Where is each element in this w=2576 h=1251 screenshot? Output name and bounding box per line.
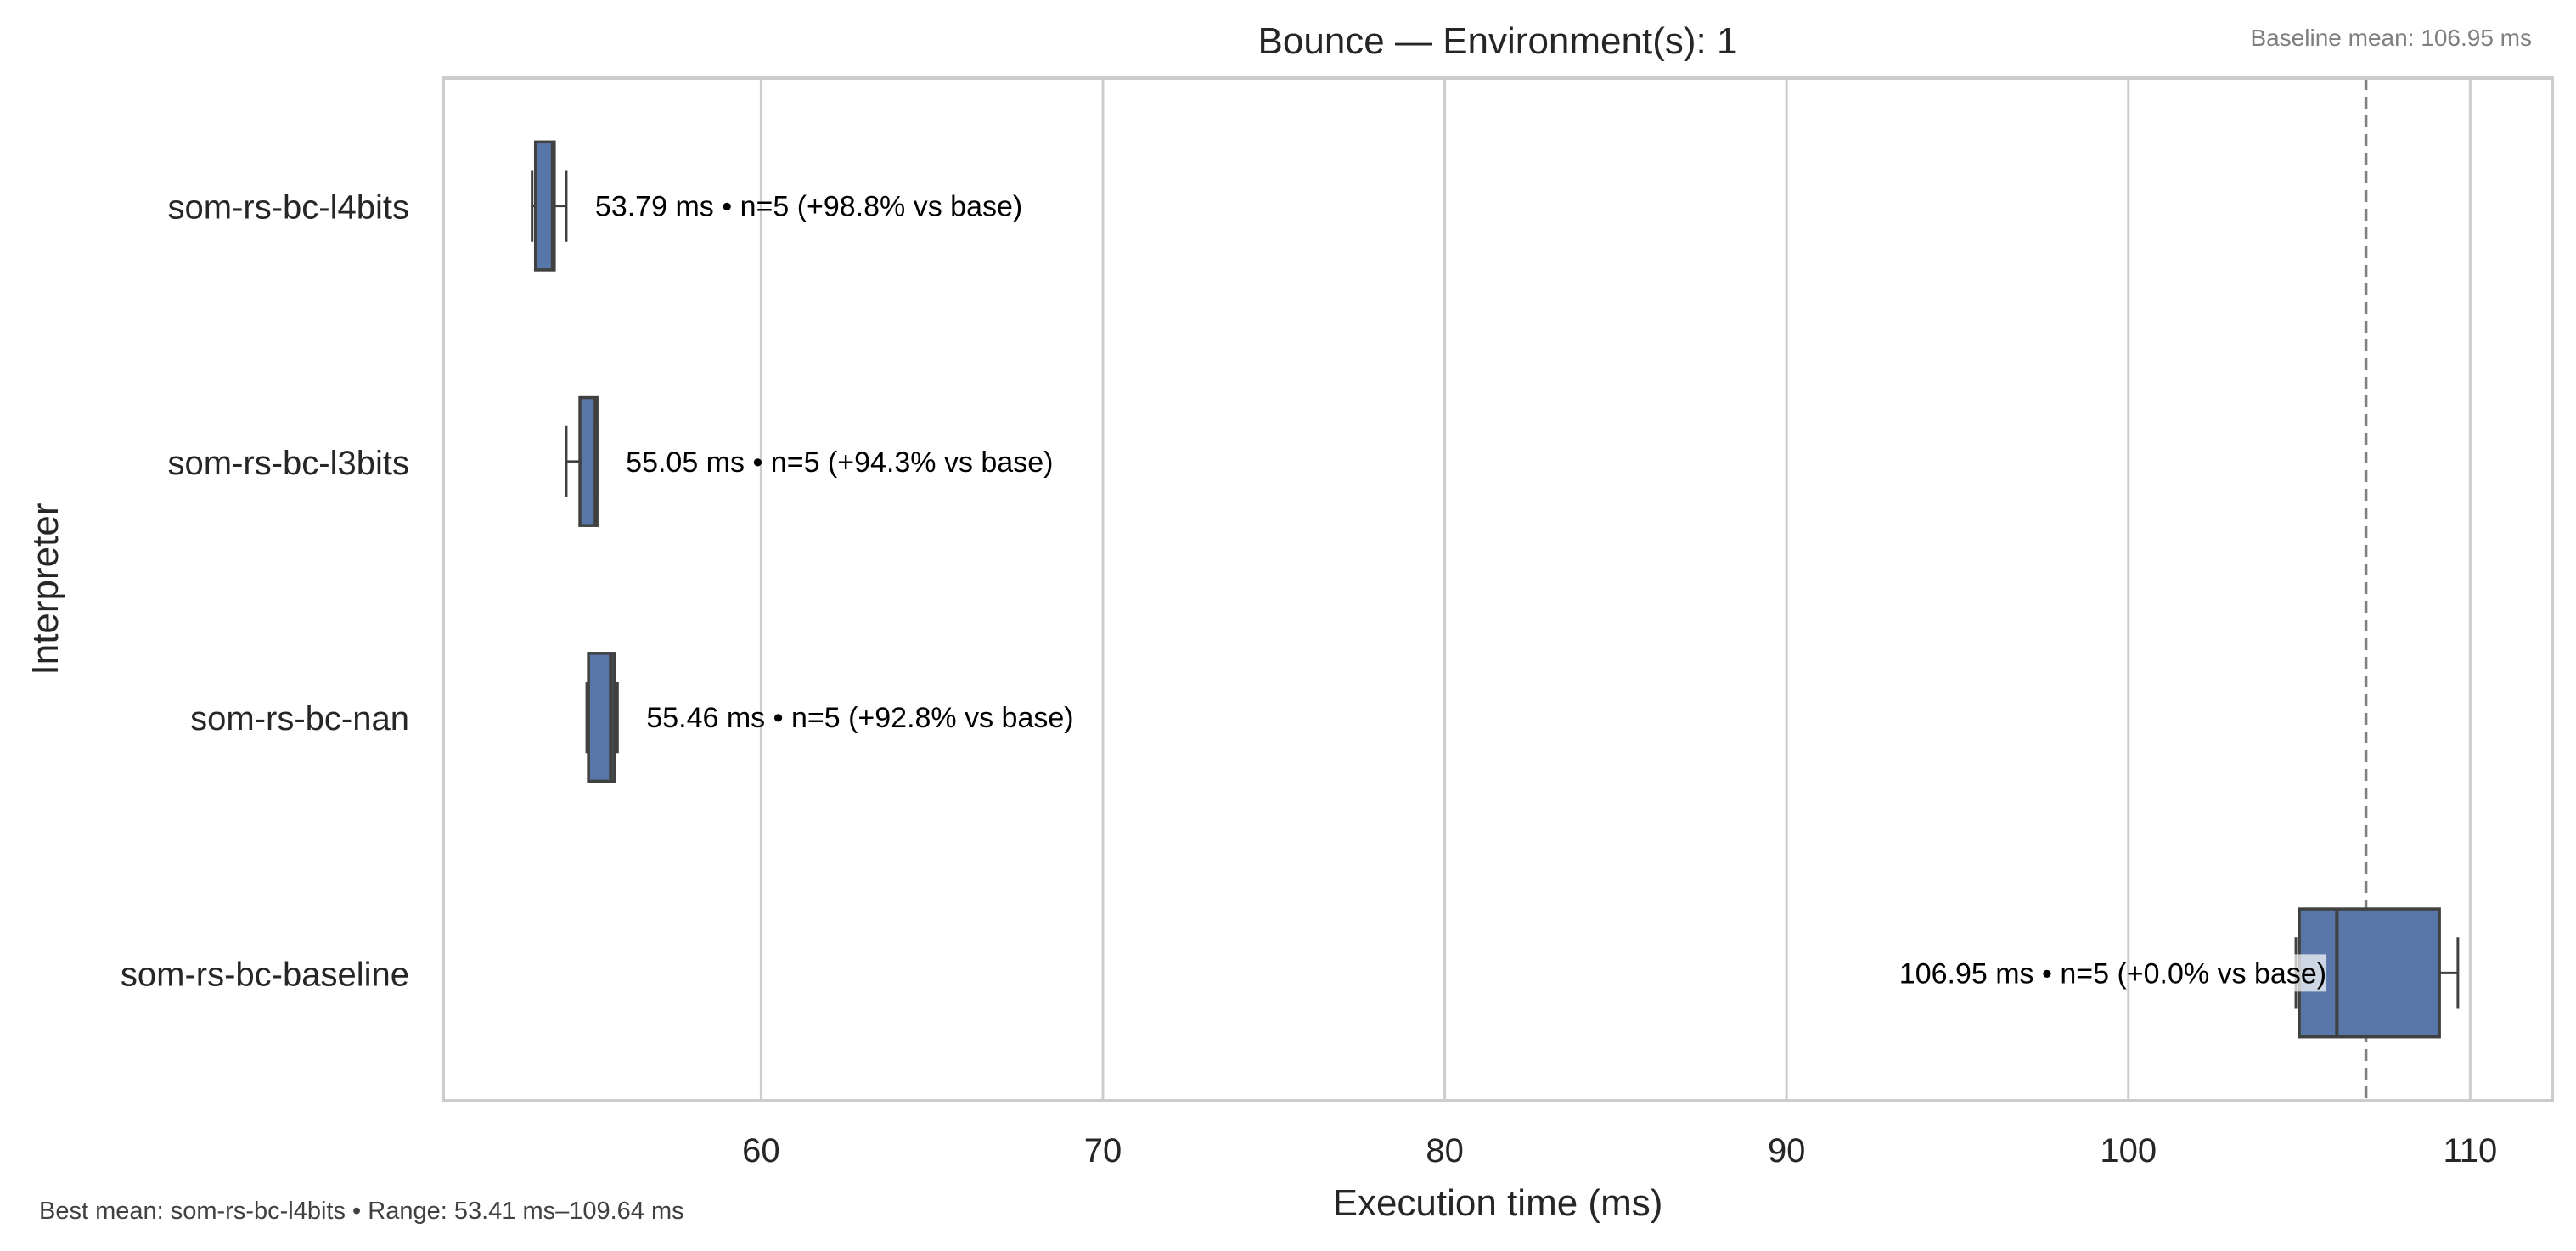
- baseline-label: Baseline mean: 106.95 ms: [2250, 25, 2532, 51]
- x-tick-label: 70: [1084, 1132, 1122, 1170]
- chart-title: Bounce — Environment(s): 1: [1258, 20, 1738, 62]
- x-tick-label: 110: [2443, 1132, 2497, 1170]
- plot-frame: [442, 76, 2554, 1102]
- y-tick-label: som-rs-bc-l3bits: [168, 445, 409, 482]
- footer-note: Best mean: som-rs-bc-l4bits • Range: 53.…: [39, 1198, 684, 1225]
- annotations: 53.79 ms • n=5 (+98.8% vs base) 55.05 ms …: [595, 191, 2327, 992]
- box-iqr: [533, 140, 556, 272]
- x-tick-label: 80: [1426, 1132, 1464, 1170]
- x-tick-label: 60: [742, 1132, 780, 1170]
- box-annotation: 53.79 ms • n=5 (+98.8% vs base): [595, 191, 1022, 223]
- annotation-background: [2292, 954, 2327, 992]
- x-tick-label: 90: [1768, 1132, 1806, 1170]
- box-series: [531, 140, 2460, 1039]
- box-annotation: 55.46 ms • n=5 (+92.8% vs base): [646, 702, 1073, 734]
- gridlines: [759, 78, 2472, 1101]
- x-tick-label: 100: [2100, 1132, 2157, 1170]
- box-annotation: 106.95 ms • n=5 (+0.0% vs base): [1899, 957, 2326, 990]
- box-iqr: [578, 395, 599, 527]
- box-annotation: 55.05 ms • n=5 (+94.3% vs base): [626, 446, 1053, 479]
- y-tick-label: som-rs-bc-l4bits: [168, 189, 409, 227]
- x-tick-labels: 60 70 80 90 100 110: [742, 1132, 2497, 1170]
- y-axis-label: Interpreter: [25, 503, 66, 676]
- y-tick-label: som-rs-bc-baseline: [121, 956, 409, 993]
- x-axis-label: Execution time (ms): [1333, 1182, 1663, 1224]
- y-tick-labels: som-rs-bc-l4bits som-rs-bc-l3bits som-rs-b…: [121, 189, 409, 994]
- y-tick-label: som-rs-bc-nan: [190, 700, 409, 738]
